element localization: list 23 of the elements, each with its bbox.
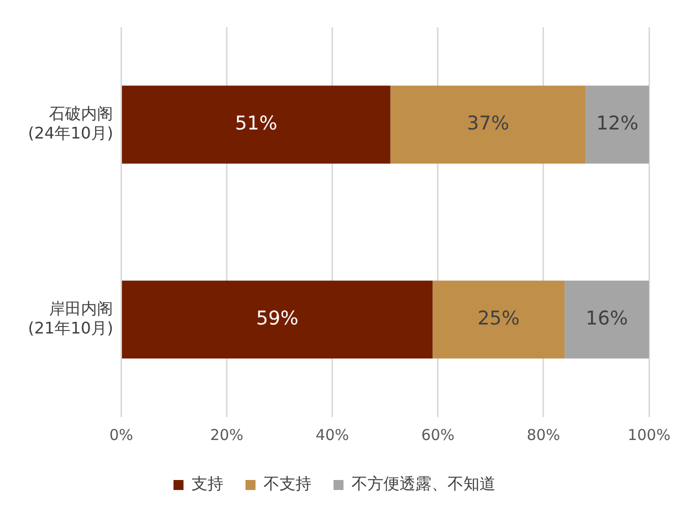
x-tick-label: 60% xyxy=(421,426,455,444)
legend-label: 不方便透露、不知道 xyxy=(352,474,496,494)
bar xyxy=(586,86,649,164)
data-label: 59% xyxy=(256,307,298,330)
data-label: 12% xyxy=(596,112,638,135)
data-label: 16% xyxy=(586,307,628,330)
x-tick-label: 80% xyxy=(526,426,560,444)
legend-label: 支持 xyxy=(192,474,224,494)
x-tick-label: 0% xyxy=(109,426,134,444)
data-label: 37% xyxy=(466,112,510,135)
bar xyxy=(564,280,649,359)
y-tick-label: 石破内阁 (24年10月) xyxy=(28,104,114,142)
bar xyxy=(432,280,565,359)
x-tick-label: 20% xyxy=(210,426,244,444)
y-tick-label: 岸田内阁 (21年10月) xyxy=(28,299,114,338)
x-tick-label: 40% xyxy=(316,426,349,444)
bar xyxy=(390,86,586,164)
bar xyxy=(122,280,433,359)
legend-label: 不支持 xyxy=(264,474,312,494)
bar xyxy=(122,86,390,164)
x-tick-label: 100% xyxy=(628,426,670,444)
data-label: 25% xyxy=(477,307,520,330)
data-label: 51% xyxy=(235,112,278,135)
